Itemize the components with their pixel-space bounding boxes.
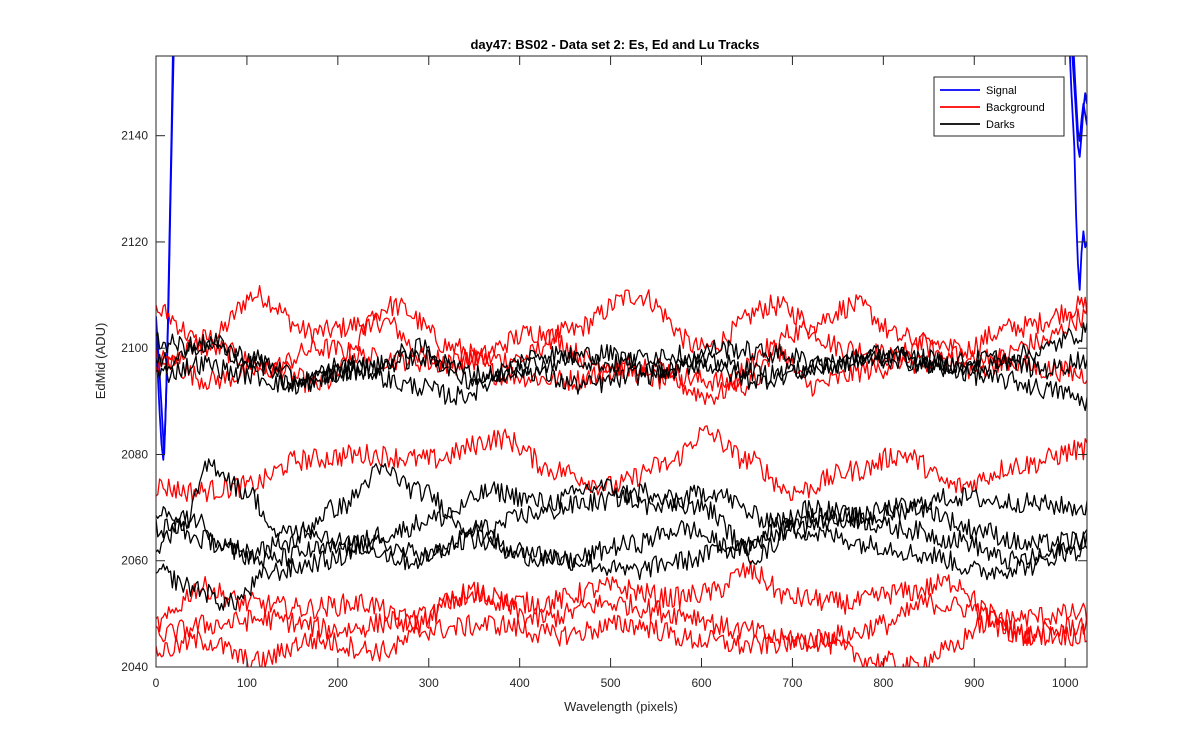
x-tick-label: 400 bbox=[510, 676, 530, 690]
chart-title: day47: BS02 - Data set 2: Es, Ed and Lu … bbox=[470, 37, 759, 52]
series-line-darks-17 bbox=[156, 478, 1087, 611]
axes: 0 100 200 300 400 500 600 700 800 900 1000 2040 2060… bbox=[121, 55, 1088, 690]
series-line-darks-18 bbox=[156, 487, 1087, 581]
x-tick-label: 700 bbox=[782, 676, 802, 690]
series-layer bbox=[156, 56, 1087, 667]
series-line-darks-15 bbox=[156, 458, 1087, 570]
axes-box bbox=[155, 55, 1088, 668]
x-tick-label: 800 bbox=[873, 676, 893, 690]
x-tick-label: 900 bbox=[964, 676, 984, 690]
series-line-darks-16 bbox=[156, 482, 1087, 569]
series-line-signal-3 bbox=[1071, 56, 1087, 158]
series-line-background-8 bbox=[156, 425, 1087, 503]
y-tick-label: 2040 bbox=[121, 660, 148, 674]
x-tick-label: 600 bbox=[691, 676, 711, 690]
y-tick-label: 2100 bbox=[121, 341, 148, 355]
x-tick-label: 200 bbox=[328, 676, 348, 690]
series-line-signal-2 bbox=[1069, 56, 1087, 291]
series-line-background-10 bbox=[156, 581, 1087, 651]
y-tick-label: 2120 bbox=[121, 235, 148, 249]
legend: Signal Background Darks bbox=[933, 76, 1065, 137]
x-tick-label: 500 bbox=[601, 676, 621, 690]
y-tick-label: 2140 bbox=[121, 129, 148, 143]
x-tick-label: 300 bbox=[419, 676, 439, 690]
x-tick-label: 0 bbox=[153, 676, 160, 690]
y-axis-label: EdMid (ADU) bbox=[93, 323, 108, 400]
series-line-darks-14 bbox=[156, 322, 1087, 406]
legend-label-darks: Darks bbox=[986, 119, 1015, 131]
y-tick-label: 2060 bbox=[121, 554, 148, 568]
series-line-background-11 bbox=[156, 614, 1087, 667]
x-axis-label: Wavelength (pixels) bbox=[564, 699, 678, 714]
series-line-background-9 bbox=[156, 560, 1087, 634]
x-tick-label: 100 bbox=[237, 676, 257, 690]
legend-label-signal: Signal bbox=[986, 85, 1017, 97]
series-line-darks-13 bbox=[156, 332, 1087, 412]
x-tick-label: 1000 bbox=[1052, 676, 1079, 690]
series-line-signal-4 bbox=[1072, 56, 1087, 142]
y-tick-label: 2080 bbox=[121, 447, 148, 461]
legend-label-background: Background bbox=[986, 102, 1045, 114]
